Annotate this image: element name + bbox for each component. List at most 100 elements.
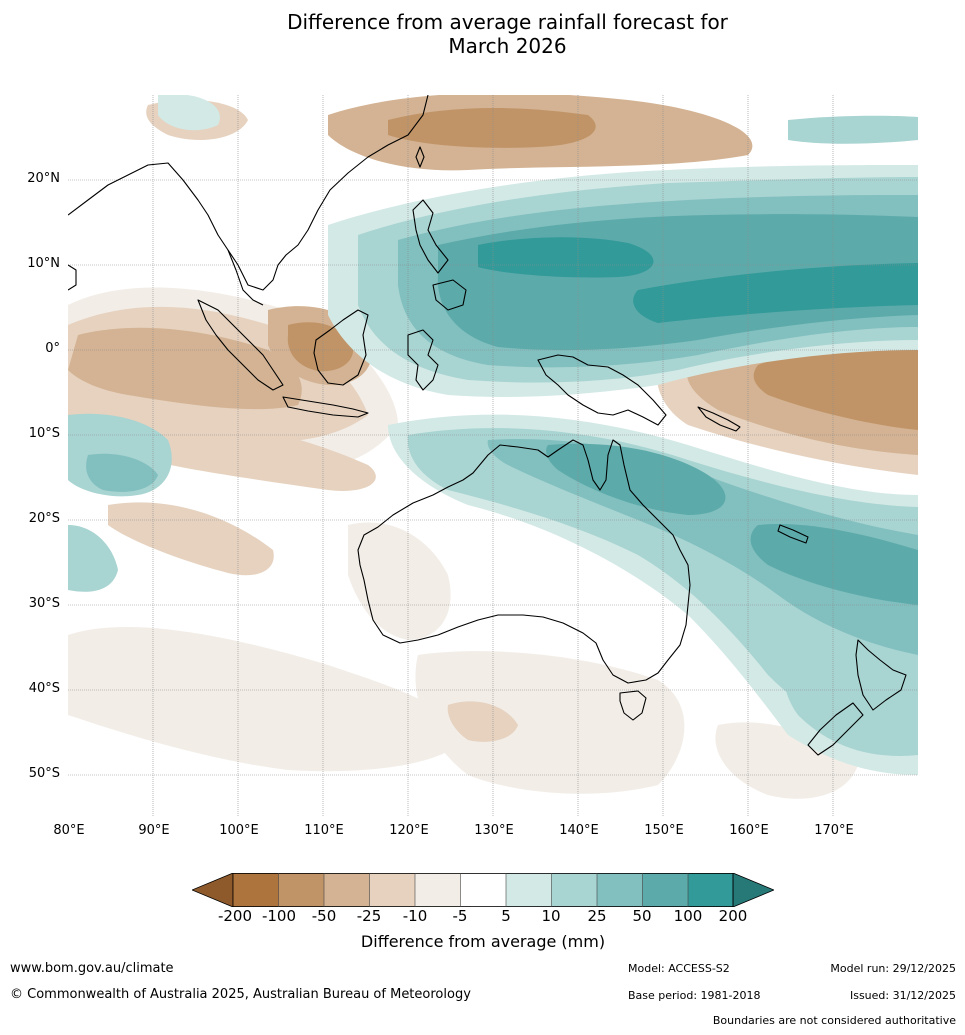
lat-label-20n: 20°N xyxy=(27,171,60,186)
legend-tick-25: 25 xyxy=(587,907,607,925)
lat-label-20s: 20°S xyxy=(28,511,60,526)
legend-tick-minus5: -5 xyxy=(452,907,468,925)
dry-pacific-core xyxy=(753,340,918,430)
dry-borneo-core xyxy=(287,322,354,372)
dry-anomaly-layer xyxy=(68,95,918,799)
lon-label-120e: 120°E xyxy=(389,823,429,838)
new-guinea-coast xyxy=(537,354,667,426)
map-title: Difference from average rainfall forecas… xyxy=(0,10,965,58)
lon-label-170e: 170°E xyxy=(814,823,854,838)
wet-australia-2 xyxy=(487,439,918,655)
legend-tick-100: 100 xyxy=(673,907,703,925)
legend-swatch-m25-m10 xyxy=(369,873,415,907)
legend-swatch-p100-p200 xyxy=(688,873,733,907)
lat-label-50s: 50°S xyxy=(28,766,60,781)
legend-swatch-m50-m25 xyxy=(324,873,370,907)
coastlines xyxy=(68,95,907,756)
tasmania-coast xyxy=(619,690,647,721)
wet-coral-sea xyxy=(750,524,918,605)
wet-indochina xyxy=(158,95,220,131)
footer-issued: Issued: 31/12/2025 xyxy=(849,989,956,1002)
lat-label-0: 0° xyxy=(45,341,60,356)
dry-south-china-core xyxy=(388,108,596,148)
lat-label-30s: 30°S xyxy=(28,596,60,611)
legend-dividers xyxy=(278,873,689,907)
legend-swatch-lt-minus200 xyxy=(192,873,234,907)
legend-swatch-m200-m100 xyxy=(233,873,279,907)
lon-label-110e: 110°E xyxy=(304,823,344,838)
footer-website-link[interactable]: www.bom.gov.au/climate xyxy=(10,961,174,976)
wet-indian-ocean-sw xyxy=(68,525,118,592)
wet-australia-3 xyxy=(546,443,726,515)
australia-coast xyxy=(357,439,691,684)
solomons-coast xyxy=(697,406,741,432)
graticule xyxy=(68,95,918,817)
java-coast xyxy=(282,396,369,418)
footer-model-run: Model run: 29/12/2025 xyxy=(830,962,956,975)
new-caledonia-coast xyxy=(777,524,809,544)
lon-label-150e: 150°E xyxy=(644,823,684,838)
footer-copyright: © Commonwealth of Australia 2025, Austra… xyxy=(10,987,471,1002)
new-zealand-north-coast xyxy=(855,639,907,711)
malay-peninsula-coast xyxy=(227,249,264,306)
legend-tick-minus200: -200 xyxy=(217,907,253,925)
lon-label-80e: 80°E xyxy=(53,823,85,838)
dry-indian-ocean xyxy=(148,421,376,491)
sulawesi-coast xyxy=(407,329,439,391)
legend-tick-minus50: -50 xyxy=(311,907,337,925)
lat-label-10n: 10°N xyxy=(27,256,60,271)
legend-swatch-gt-200 xyxy=(732,873,774,907)
new-zealand-south-coast xyxy=(807,702,864,756)
wet-tropical-pacific-core-2 xyxy=(633,263,918,323)
lon-label-90e: 90°E xyxy=(138,823,170,838)
legend-swatch-m10-m5 xyxy=(415,873,461,907)
lon-label-100e: 100°E xyxy=(219,823,259,838)
footer-model: Model: ACCESS-S2 xyxy=(628,962,730,975)
title-line-2: March 2026 xyxy=(448,34,567,58)
wet-anomaly-layer xyxy=(68,95,918,775)
legend-tick-minus100: -100 xyxy=(261,907,297,925)
dry-south-patch xyxy=(447,701,518,742)
legend-swatch-p25-p50 xyxy=(597,873,643,907)
legend-tick-200: 200 xyxy=(718,907,748,925)
wet-ne-corner xyxy=(788,115,918,144)
legend-tick-minus10: -10 xyxy=(402,907,428,925)
legend-frame xyxy=(232,873,734,907)
dry-west-australia xyxy=(348,522,451,640)
rainfall-map[interactable] xyxy=(68,95,918,817)
dry-south-australia xyxy=(415,651,685,794)
borneo-coast xyxy=(313,309,369,386)
footer-disclaimer: Boundaries are not considered authoritat… xyxy=(712,1014,956,1027)
legend-swatch-m5-p5 xyxy=(460,873,506,907)
title-line-1: Difference from average rainfall forecas… xyxy=(287,10,728,34)
wet-tasman-nz xyxy=(783,650,918,756)
lon-label-160e: 160°E xyxy=(729,823,769,838)
lon-label-130e: 130°E xyxy=(474,823,514,838)
dry-south-indian xyxy=(68,626,468,772)
legend-title: Difference from average (mm) xyxy=(360,932,606,951)
wet-tropical-pacific-core xyxy=(478,237,654,278)
wet-indian-ocean-west-core xyxy=(86,453,158,492)
dry-sw-band xyxy=(108,502,274,576)
footer-base-period: Base period: 1981-2018 xyxy=(628,989,761,1002)
legend-swatch-m100-m50 xyxy=(278,873,324,907)
asia-mainland-coast xyxy=(68,95,429,291)
lat-label-10s: 10°S xyxy=(28,426,60,441)
philippines-coast xyxy=(412,199,449,274)
mindanao-coast xyxy=(432,279,467,311)
legend-swatch-p10-p25 xyxy=(551,873,597,907)
sumatra-coast xyxy=(197,299,284,391)
map-svg xyxy=(68,95,918,817)
legend-swatch-p50-p100 xyxy=(642,873,688,907)
legend-tick-minus25: -25 xyxy=(356,907,382,925)
taiwan-coast xyxy=(415,146,425,168)
legend-tick-5: 5 xyxy=(501,907,511,925)
legend-swatch-p5-p10 xyxy=(506,873,552,907)
legend-colorbar xyxy=(192,873,774,907)
lon-label-140e: 140°E xyxy=(559,823,599,838)
dry-nw-core xyxy=(68,327,302,410)
legend-tick-50: 50 xyxy=(632,907,652,925)
lat-label-40s: 40°S xyxy=(28,681,60,696)
legend-tick-10: 10 xyxy=(541,907,561,925)
sri-lanka-coast xyxy=(68,264,77,291)
